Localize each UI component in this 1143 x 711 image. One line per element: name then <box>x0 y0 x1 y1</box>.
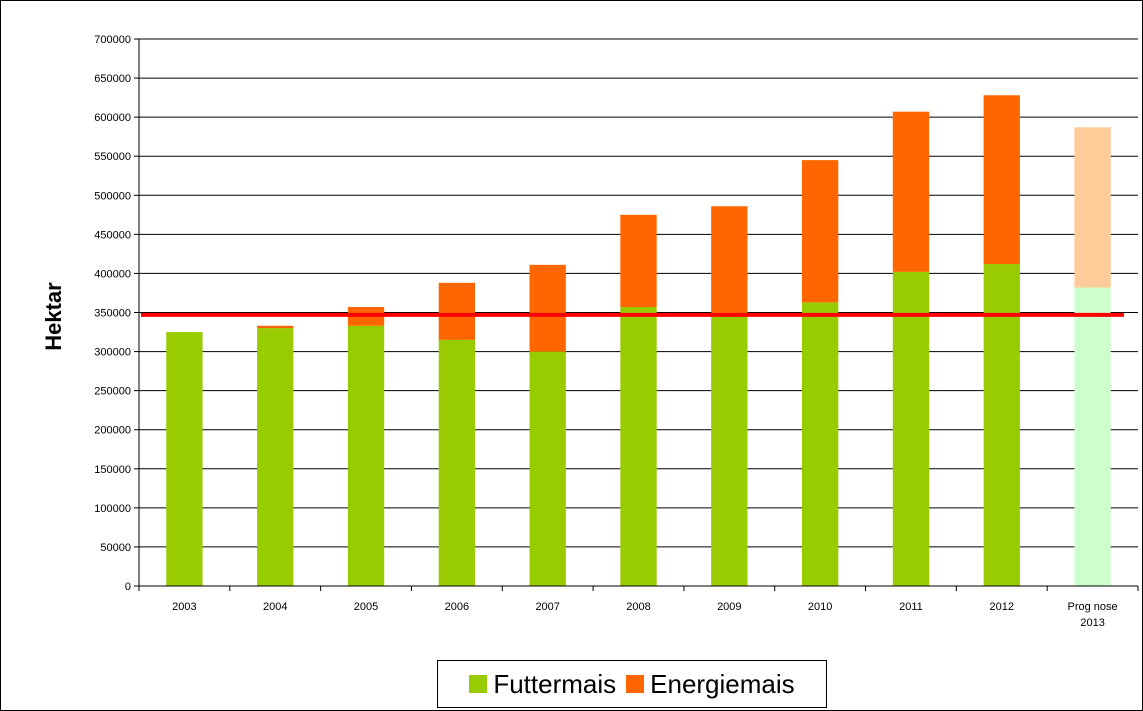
y-tick-label: 300000 <box>94 347 131 359</box>
legend-swatch-futtermais <box>469 675 488 693</box>
x-tick-label: 2006 <box>445 601 469 613</box>
bar-energiemais-2011 <box>892 111 930 272</box>
bar-futtermais-2010 <box>801 302 839 586</box>
bar-futtermais-2011 <box>892 271 930 586</box>
bar-futtermais-2006 <box>438 339 476 586</box>
bar-futtermais-2004 <box>257 328 294 586</box>
legend: Futtermais Energiemais <box>437 660 827 708</box>
x-tick-label: 2005 <box>354 601 378 613</box>
legend-label-futtermais: Futtermais <box>493 668 617 699</box>
x-tick-label: 2004 <box>263 601 287 613</box>
x-tick-label: 2008 <box>626 601 650 613</box>
bar-energiemais-2007 <box>529 264 566 352</box>
y-tick-label: 350000 <box>94 308 131 320</box>
legend-swatch-energiemais <box>626 675 645 693</box>
x-tick-label: 2012 <box>990 601 1014 613</box>
y-tick-label: 50000 <box>100 542 131 554</box>
y-tick-label: 100000 <box>94 503 131 515</box>
y-tick-label: 150000 <box>94 464 131 476</box>
y-tick-label: 700000 <box>94 34 131 46</box>
y-tick-label: 650000 <box>94 73 131 85</box>
x-tick-labels: 2003 2004 2005 2006 2007 2008 2009 2010 2011 2012… <box>172 601 1118 629</box>
y-tick-label: 500000 <box>94 190 131 202</box>
bar-energiemais-2010 <box>801 160 839 303</box>
bar-futtermais-2007 <box>529 351 566 586</box>
bar-energiemais-2006 <box>438 282 476 340</box>
bar-futtermais-2005 <box>347 325 385 586</box>
x-tick-label: Prog nose 2013 <box>1068 601 1118 629</box>
bar-futtermais-2009 <box>711 316 748 586</box>
bars <box>166 95 1111 586</box>
legend-item-futtermais: Futtermais <box>469 669 616 700</box>
bar-energiemais-2008 <box>620 214 657 308</box>
x-tick-label: 2010 <box>808 601 832 613</box>
bar-energiemais-2012 <box>983 95 1020 265</box>
y-tick-label: 600000 <box>94 112 131 124</box>
y-tick-label: 550000 <box>94 151 131 163</box>
y-axis-title: Hektar <box>41 282 66 351</box>
x-tick-label: 2009 <box>717 601 741 613</box>
bar-energiemais-2004 <box>257 325 294 329</box>
y-tick-label: 200000 <box>94 425 131 437</box>
bar-futtermais-2012 <box>983 264 1020 586</box>
x-tick-label: 2007 <box>535 601 559 613</box>
bar-energiemais-2009 <box>711 206 748 317</box>
y-tick-labels: 0 50000 100000 150000 200000 250000 300000 3500… <box>94 34 131 593</box>
x-tick-label: 2003 <box>172 601 196 613</box>
x-tick-label: 2011 <box>899 601 923 613</box>
axes <box>134 38 1139 591</box>
legend-item-energiemais: Energiemais <box>626 669 795 700</box>
y-tick-label: 250000 <box>94 386 131 398</box>
legend-label-energiemais: Energiemais <box>650 668 795 699</box>
bar-futtermais-prognose-2013 <box>1074 287 1111 586</box>
bar-futtermais-2003 <box>166 332 203 586</box>
y-tick-label: 0 <box>125 581 131 593</box>
bar-energiemais-prognose-2013 <box>1074 127 1111 288</box>
y-tick-label: 400000 <box>94 268 131 280</box>
y-tick-label: 450000 <box>94 229 131 241</box>
bar-futtermais-2008 <box>620 307 657 586</box>
